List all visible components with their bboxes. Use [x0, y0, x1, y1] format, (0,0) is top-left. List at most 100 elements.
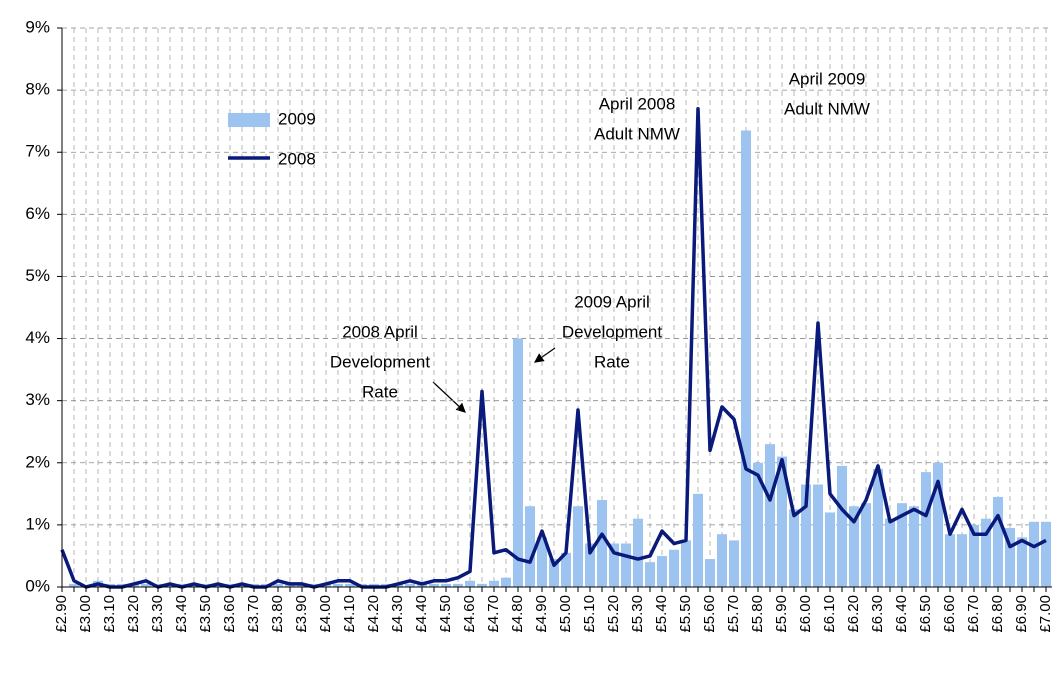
annotation: 2009 April	[574, 292, 650, 311]
bar	[633, 518, 643, 587]
bar	[681, 540, 691, 587]
y-tick-label: 7%	[25, 142, 50, 161]
y-tick-label: 4%	[25, 328, 50, 347]
bar	[609, 543, 619, 587]
bar	[897, 503, 907, 587]
bar	[693, 493, 703, 587]
x-tick-label: £3.10	[101, 595, 118, 633]
bar	[909, 506, 919, 587]
x-tick-label: £4.10	[341, 595, 358, 633]
x-tick-label: £6.70	[965, 595, 982, 633]
x-tick-label: £5.20	[605, 595, 622, 633]
y-tick-label: 0%	[25, 576, 50, 595]
bar	[813, 484, 823, 587]
bar	[969, 524, 979, 587]
line	[60, 106, 1047, 589]
x-tick-label: £7.00	[1037, 595, 1054, 633]
annotation: Development	[330, 352, 430, 371]
x-tick-label: £4.50	[437, 595, 454, 633]
bar	[741, 130, 751, 587]
bar	[585, 543, 595, 587]
bar	[753, 462, 763, 587]
bar	[993, 496, 1003, 587]
legend-swatch	[228, 113, 270, 127]
annotation: Adult NMW	[784, 99, 870, 118]
x-tick-label: £3.80	[269, 595, 286, 633]
bar	[705, 559, 715, 587]
arrow	[432, 381, 466, 413]
bar	[645, 562, 655, 587]
x-tick-label: £3.20	[125, 595, 142, 633]
annotation: Development	[562, 322, 662, 341]
y-tick-label: 8%	[25, 80, 50, 99]
bar	[777, 456, 787, 587]
x-tick-label: £3.50	[197, 595, 214, 633]
bar	[1017, 537, 1027, 587]
bar	[345, 583, 355, 587]
bar	[621, 543, 631, 587]
x-tick-label: £3.30	[149, 595, 166, 633]
x-tick-label: £5.30	[629, 595, 646, 633]
bar	[789, 509, 799, 587]
y-tick-label: 5%	[25, 266, 50, 285]
bar	[333, 583, 343, 587]
y-tick-label: 2%	[25, 452, 50, 471]
bar	[69, 583, 79, 587]
x-tick-label: £4.40	[413, 595, 430, 633]
x-tick-label: £4.60	[461, 595, 478, 633]
x-tick-label: £3.00	[77, 595, 94, 633]
annotation: Rate	[362, 382, 398, 401]
x-tick-label: £6.00	[797, 595, 814, 633]
bar	[957, 534, 967, 587]
bar	[801, 484, 811, 587]
x-tick-label: £5.10	[581, 595, 598, 633]
bar	[549, 559, 559, 587]
x-tick-label: £4.80	[509, 595, 526, 633]
x-tick-label: £5.40	[653, 595, 670, 633]
bar	[765, 444, 775, 587]
y-tick-label: 3%	[25, 390, 50, 409]
x-tick-label: £5.90	[773, 595, 790, 633]
bar	[489, 580, 499, 587]
y-tick-label: 6%	[25, 204, 50, 223]
x-tick-label: £5.50	[677, 595, 694, 633]
arrow	[534, 347, 556, 363]
bar	[717, 534, 727, 587]
x-tick-label: £5.80	[749, 595, 766, 633]
bar	[573, 506, 583, 587]
bar	[921, 472, 931, 587]
y-tick-label: 1%	[25, 514, 50, 533]
bar	[597, 500, 607, 587]
annotation: Adult NMW	[594, 124, 680, 143]
bar	[669, 549, 679, 587]
x-tick-label: £2.90	[53, 595, 70, 633]
bar	[441, 583, 451, 587]
x-tick-label: £6.50	[917, 595, 934, 633]
bar	[1041, 521, 1051, 587]
x-tick-label: £6.20	[845, 595, 862, 633]
bar	[945, 534, 955, 587]
x-tick-label: £6.90	[1013, 595, 1030, 633]
x-tick-label: £6.30	[869, 595, 886, 633]
y-tick-label: 9%	[25, 17, 50, 36]
legend-label: 2008	[278, 149, 316, 168]
x-tick-label: £3.40	[173, 595, 190, 633]
x-tick-label: £5.00	[557, 595, 574, 633]
bar	[537, 537, 547, 587]
bar	[861, 503, 871, 587]
annotation: 2008 April	[342, 322, 418, 341]
x-tick-label: £5.70	[725, 595, 742, 633]
bar	[405, 583, 415, 587]
x-tick-label: £6.80	[989, 595, 1006, 633]
bar	[825, 512, 835, 587]
bar	[885, 518, 895, 587]
bar	[837, 465, 847, 587]
x-tick-label: £6.60	[941, 595, 958, 633]
x-tick-label: £4.00	[317, 595, 334, 633]
bar	[1005, 527, 1015, 587]
bar	[513, 338, 523, 587]
bar	[873, 468, 883, 587]
bar	[1029, 521, 1039, 587]
bar	[477, 583, 487, 587]
